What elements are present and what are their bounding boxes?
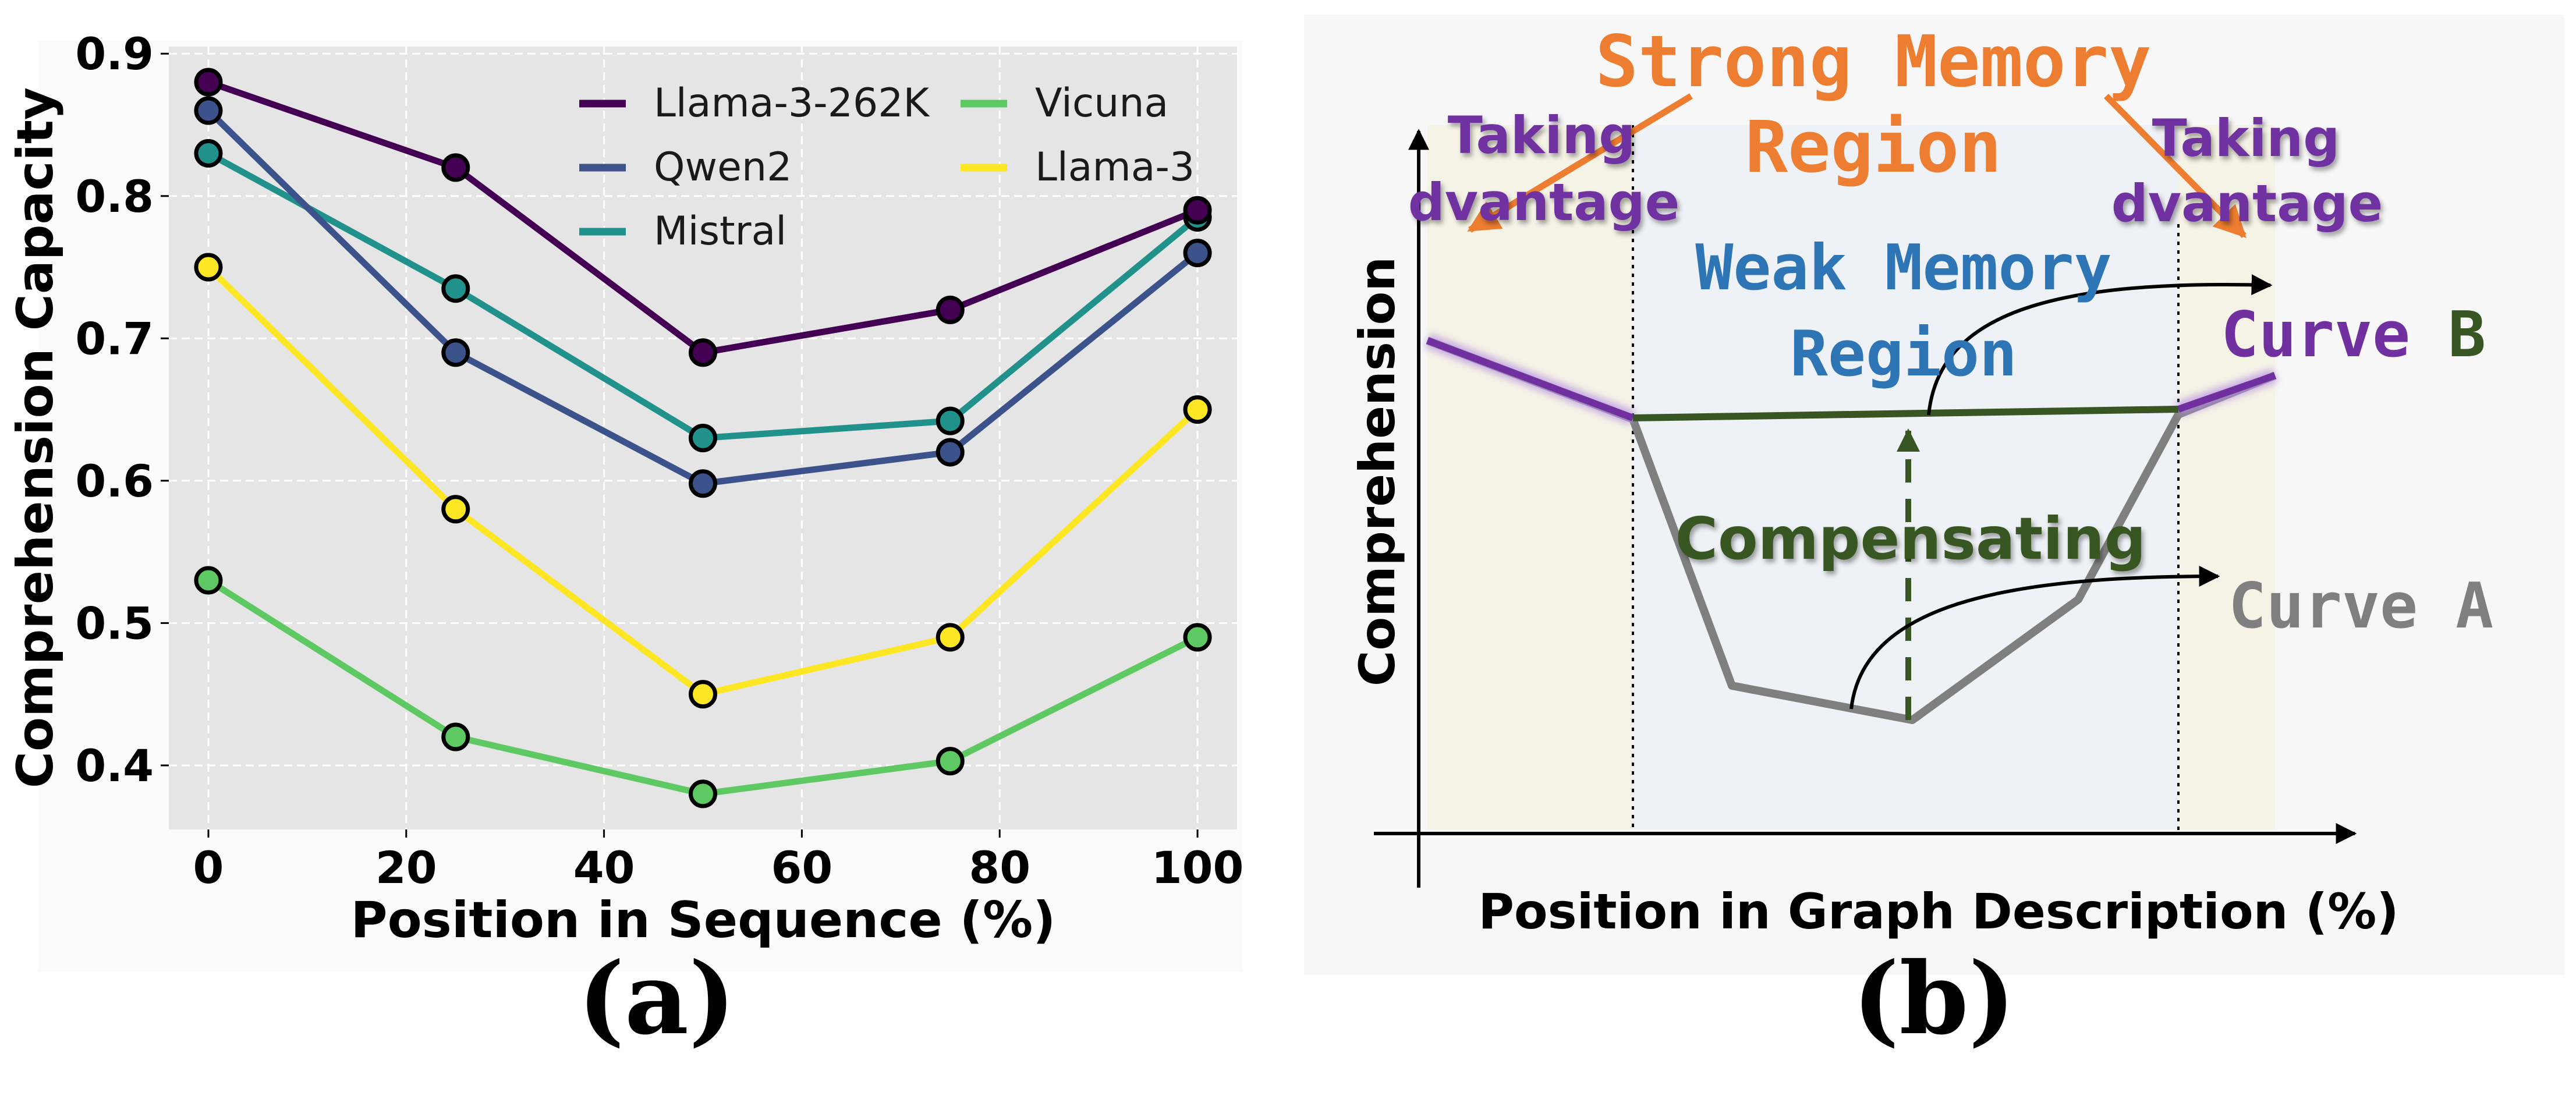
legend-label-Mistral: Mistral bbox=[654, 208, 786, 254]
diagram-x-axis-label: Position in Graph Description (%) bbox=[1478, 883, 2398, 940]
x-axis-label: Position in Sequence (%) bbox=[351, 891, 1056, 949]
data-point-Vicuna bbox=[936, 747, 965, 776]
curve-b-pointer bbox=[1927, 274, 2273, 416]
data-point-Llama-3-262K bbox=[936, 295, 965, 324]
y-tick-label: 0.6 bbox=[75, 455, 154, 507]
data-point-Llama-3 bbox=[936, 623, 965, 652]
taking-advantage-left-line2: dvantage bbox=[1408, 172, 1680, 232]
x-tick-label: 40 bbox=[573, 842, 635, 893]
data-point-Mistral bbox=[936, 406, 965, 435]
data-point-Mistral bbox=[441, 274, 470, 303]
data-point-Llama-3 bbox=[441, 495, 470, 524]
strong-arrow-left bbox=[1467, 93, 1693, 233]
taking-advantage-right-line2: dvantage bbox=[2111, 173, 2383, 233]
data-point-Vicuna bbox=[441, 722, 470, 751]
strong-memory-label-line2: Region bbox=[1745, 106, 2002, 189]
data-point-Llama-3 bbox=[194, 253, 223, 282]
x-tick-label: 60 bbox=[771, 842, 833, 893]
data-point-Qwen2 bbox=[441, 338, 470, 367]
data-point-Qwen2 bbox=[1183, 239, 1212, 268]
legend-label-Llama-3-262K: Llama-3-262K bbox=[654, 80, 930, 126]
x-tick-label: 0 bbox=[193, 842, 224, 893]
curve-a bbox=[1426, 336, 2277, 724]
legend-label-Vicuna: Vicuna bbox=[1035, 80, 1168, 126]
data-point-Llama-3-262K bbox=[441, 153, 470, 182]
weak-memory-label-line1: Weak Memory bbox=[1695, 232, 2111, 304]
legend-label-Qwen2: Qwen2 bbox=[654, 144, 792, 190]
data-point-Mistral bbox=[194, 139, 223, 168]
x-tick-label: 100 bbox=[1151, 842, 1244, 893]
y-tick-labels: 0.4 0.5 0.6 0.7 0.8 0.9 bbox=[75, 28, 169, 792]
data-point-Qwen2 bbox=[936, 438, 965, 467]
legend: Llama-3-262K Qwen2 Mistral Vicuna Llama-3 bbox=[579, 80, 1195, 254]
y-tick-label: 0.8 bbox=[75, 171, 154, 222]
taking-advantage-left-line1: Taking bbox=[1448, 105, 1635, 165]
data-point-Llama-3 bbox=[689, 680, 717, 709]
caption-b: (b) bbox=[1852, 941, 2015, 1057]
data-point-Llama-3-262K bbox=[194, 68, 223, 97]
panel-b-diagram: Strong Memory Region Weak Memory Region … bbox=[1304, 15, 2564, 1057]
series-lines bbox=[194, 68, 1212, 808]
curve-b-left bbox=[1426, 337, 1635, 421]
y-tick-label: 0.7 bbox=[75, 313, 154, 364]
y-tick-label: 0.4 bbox=[75, 740, 154, 792]
diagram-y-axis-label: Comprehension bbox=[1349, 257, 1406, 686]
data-point-Vicuna bbox=[1183, 623, 1212, 652]
data-point-Llama-3 bbox=[1183, 395, 1212, 424]
curve-a-label: Curve A bbox=[2228, 570, 2493, 643]
data-point-Llama-3-262K bbox=[689, 338, 717, 367]
gridlines bbox=[169, 47, 1237, 829]
y-tick-label: 0.9 bbox=[75, 28, 154, 80]
legend-label-Llama-3: Llama-3 bbox=[1035, 144, 1195, 190]
x-tick-labels: 0 20 40 60 80 100 bbox=[193, 829, 1244, 893]
data-point-Qwen2 bbox=[689, 469, 717, 498]
weak-memory-label-line2: Region bbox=[1790, 318, 2017, 391]
compensating-label: Compensating bbox=[1675, 505, 2146, 573]
strong-arrow-right bbox=[2104, 94, 2247, 238]
data-point-Qwen2 bbox=[194, 96, 223, 125]
data-point-Llama-3-262K bbox=[1183, 196, 1212, 225]
data-point-Vicuna bbox=[689, 779, 717, 808]
x-tick-label: 80 bbox=[969, 842, 1030, 893]
panel-a-line-chart: 0.4 0.5 0.6 0.7 0.8 0.9 0 20 40 60 80 100 Position… bbox=[6, 28, 1243, 1057]
y-tick-label: 0.5 bbox=[75, 597, 154, 649]
caption-a: (a) bbox=[577, 941, 735, 1057]
y-axis-label: Comprehension Capacity bbox=[6, 87, 65, 788]
data-point-Vicuna bbox=[194, 566, 223, 595]
taking-advantage-right-line1: Taking bbox=[2152, 108, 2340, 168]
curve-a-pointer bbox=[1849, 566, 2220, 710]
data-point-Mistral bbox=[689, 424, 717, 452]
strong-memory-label-line1: Strong Memory bbox=[1596, 20, 2152, 103]
curve-b-right bbox=[2177, 372, 2276, 413]
curve-b-label-first-word: Curve B bbox=[2221, 299, 2486, 371]
curve-b-flat bbox=[1632, 406, 2179, 421]
x-tick-label: 20 bbox=[375, 842, 437, 893]
